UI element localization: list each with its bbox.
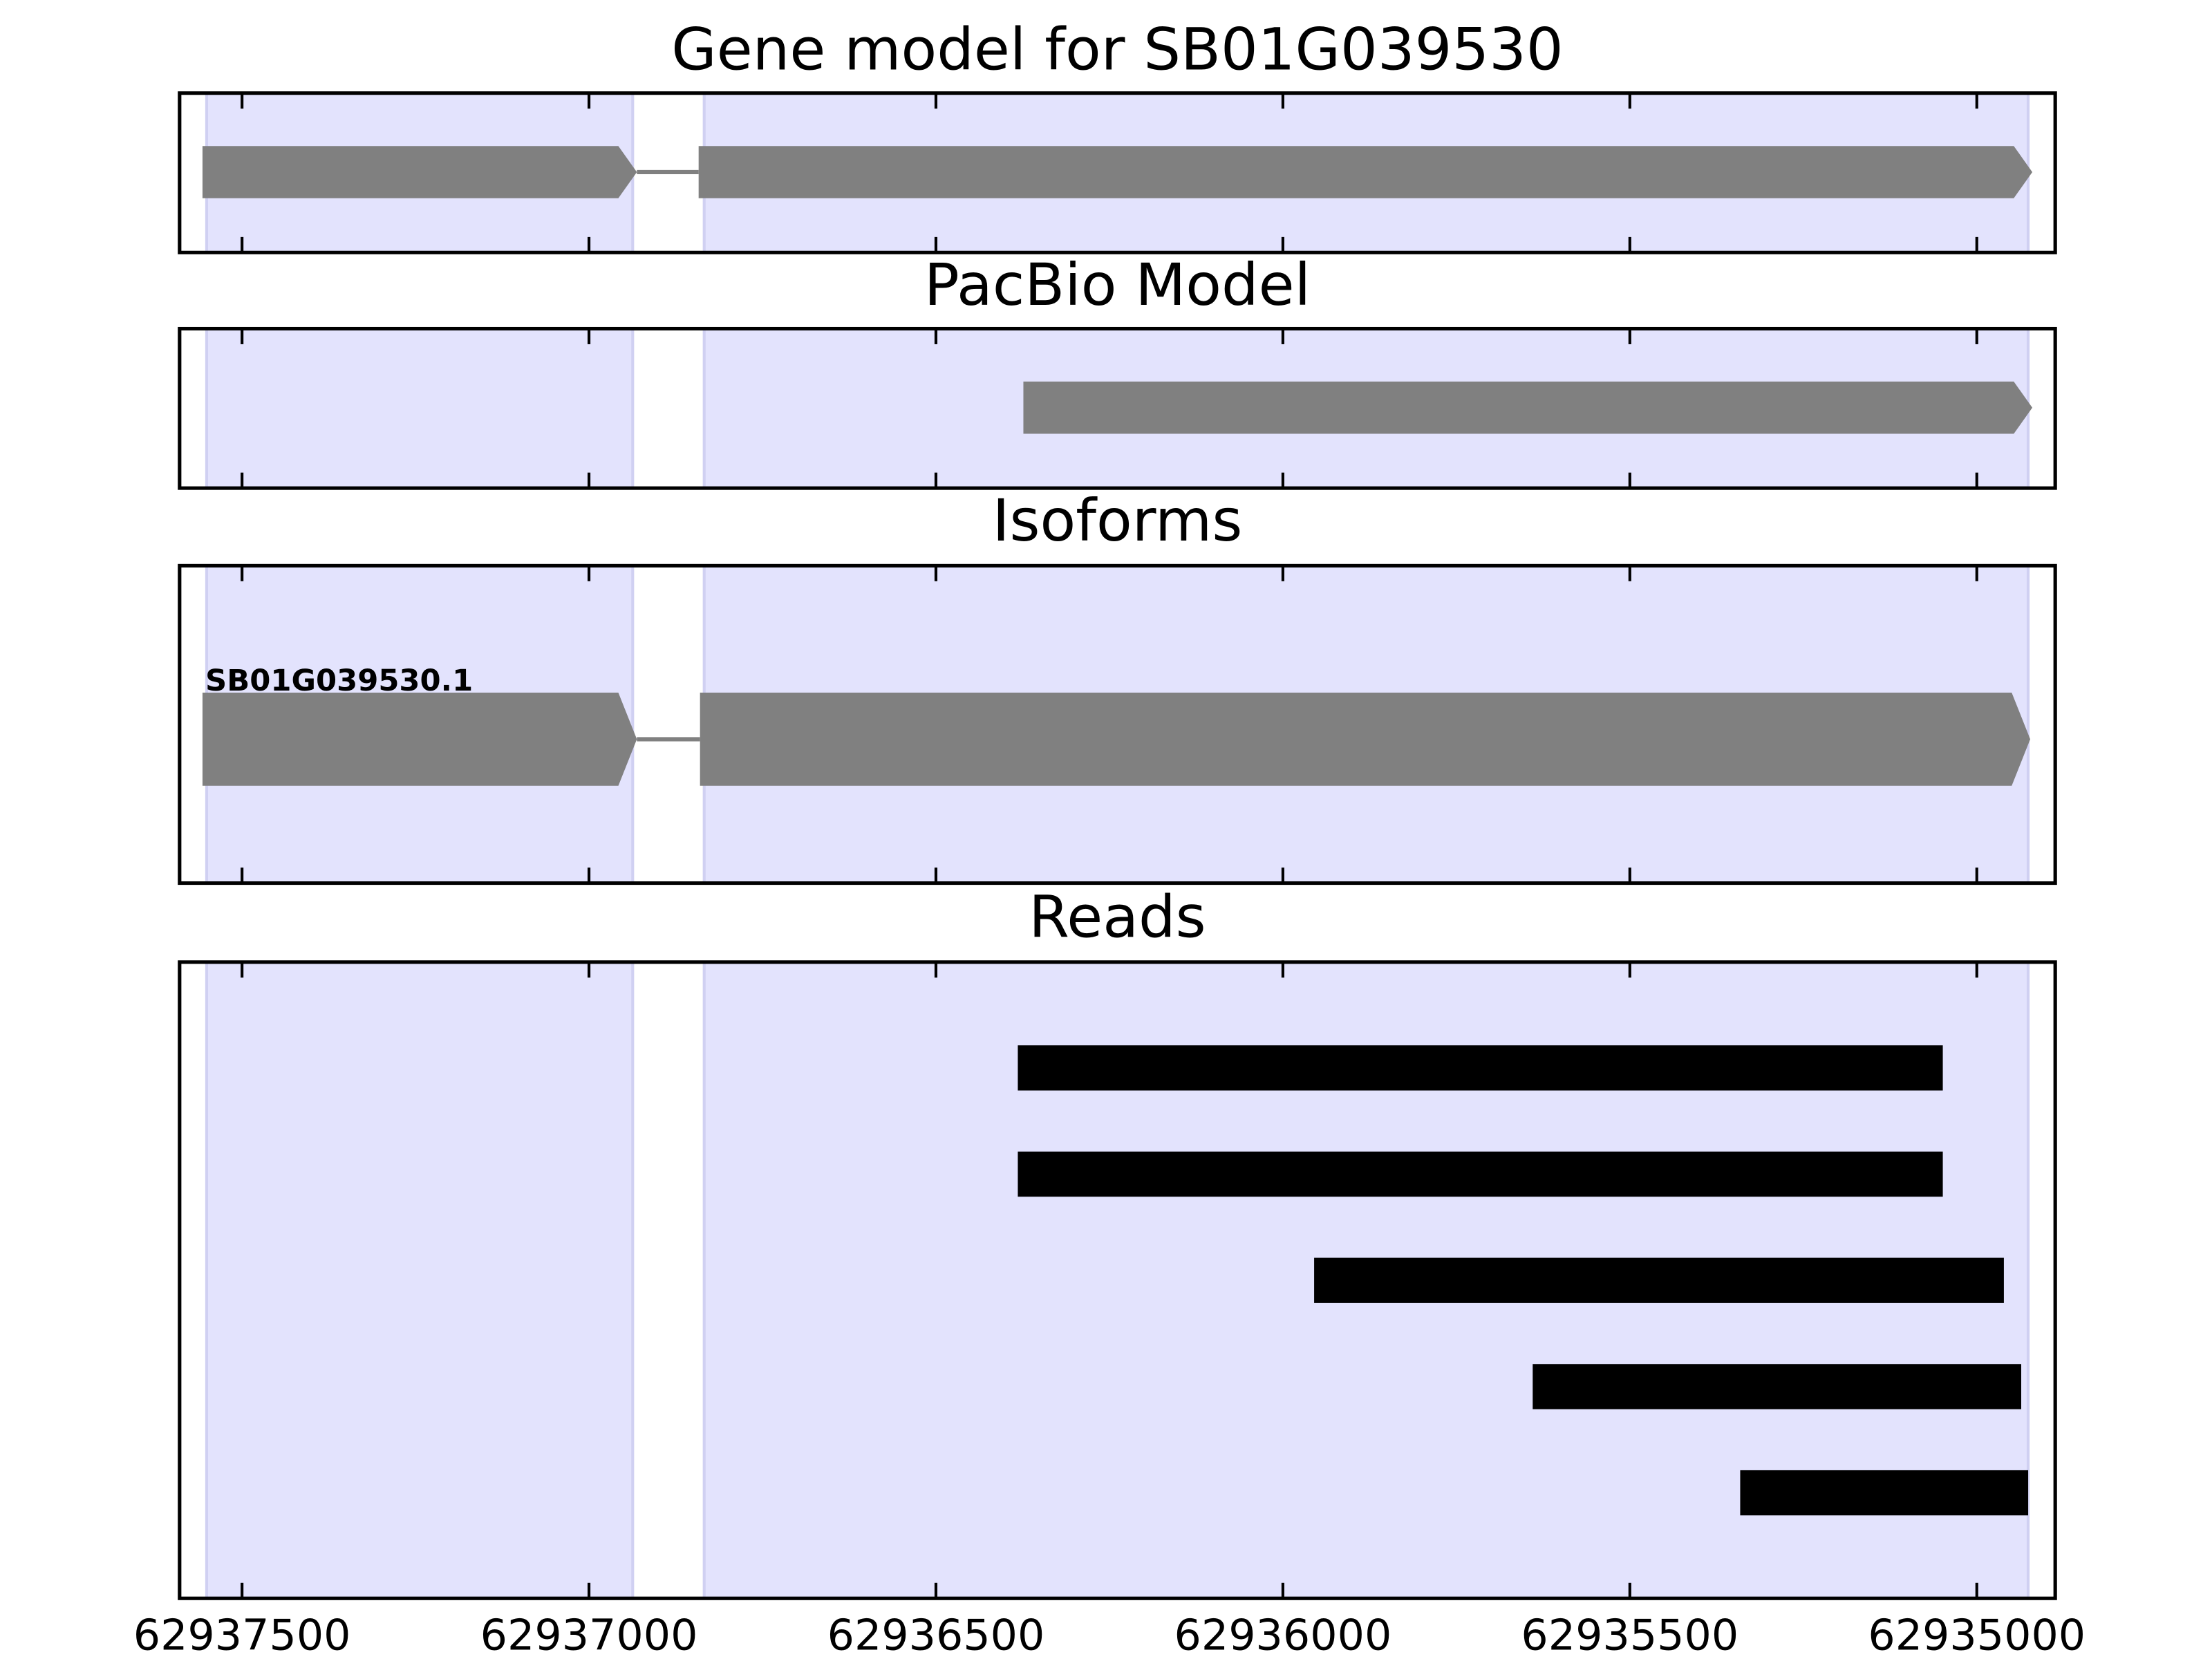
read: [1740, 1470, 2029, 1516]
panel-title: PacBio Model: [924, 252, 1311, 319]
x-tick-label: 62935000: [1868, 1611, 2086, 1659]
panel-frame: [178, 326, 2057, 490]
read: [1533, 1364, 2022, 1409]
read: [1018, 1151, 1943, 1197]
panel-title: Isoforms: [993, 487, 1243, 554]
exon: [700, 693, 2031, 786]
x-tick-label: 62936500: [827, 1611, 1045, 1659]
panel-frame: [178, 960, 2057, 1600]
exon: [202, 693, 637, 786]
read: [1018, 1045, 1943, 1091]
exon: [698, 146, 2033, 198]
highlight-region: [205, 960, 635, 1600]
exon: [1023, 382, 2033, 434]
panel-title: Reads: [1029, 883, 1206, 951]
panel-frame: [178, 91, 2057, 254]
x-tick-label: 62937500: [133, 1611, 351, 1659]
read: [1314, 1257, 2004, 1303]
exon: [202, 146, 637, 198]
isoform-label: SB01G039530.1: [205, 664, 473, 698]
x-tick-label: 62936000: [1174, 1611, 1392, 1659]
x-tick-label: 62937000: [480, 1611, 698, 1659]
x-tick-label: 62935500: [1521, 1611, 1738, 1659]
highlight-region: [205, 327, 635, 490]
panel-frame: [178, 563, 2057, 885]
panel-title: Gene model for SB01G039530: [671, 16, 1563, 84]
